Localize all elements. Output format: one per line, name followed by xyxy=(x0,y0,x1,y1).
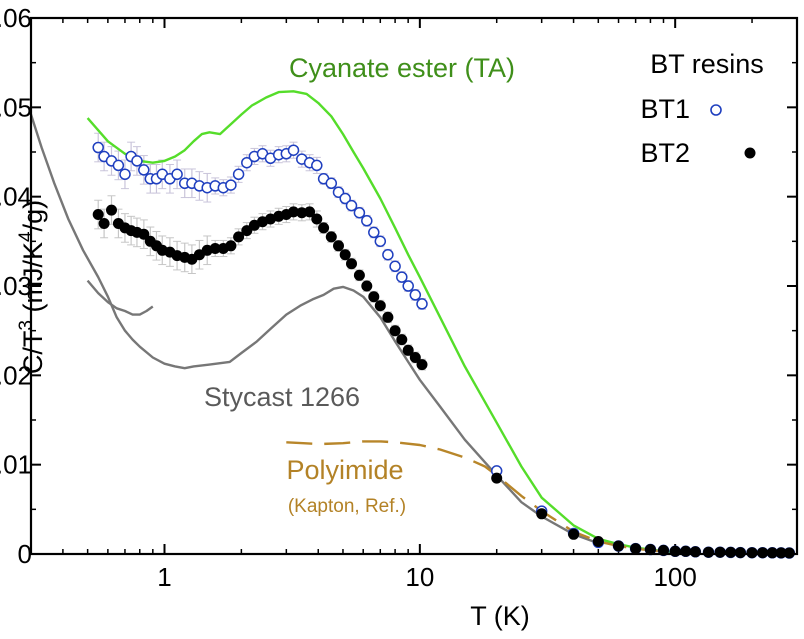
point-bt2 xyxy=(209,243,221,254)
legend-marker-bt2 xyxy=(744,147,756,159)
point-bt2 xyxy=(339,249,351,261)
point-bt2 xyxy=(304,206,316,218)
point-bt2 xyxy=(592,536,604,547)
point-bt2 xyxy=(714,546,726,558)
point-bt2 xyxy=(680,545,692,557)
point-bt1 xyxy=(92,141,104,154)
point-bt1 xyxy=(368,226,380,239)
polyimide-label: Polyimide xyxy=(286,455,403,485)
series-layer xyxy=(29,90,796,559)
point-bt2 xyxy=(644,544,656,555)
point-bt1 xyxy=(325,177,338,190)
point-bt2 xyxy=(225,240,237,252)
point-bt2 xyxy=(368,291,380,303)
legend-label-bt2: BT2 xyxy=(640,138,690,168)
point-bt2 xyxy=(374,300,386,312)
point-bt1 xyxy=(225,179,237,191)
point-bt1 xyxy=(416,298,428,310)
plot-frame xyxy=(29,16,799,556)
tick-labels: 0 0.01 0.02 0.03 0.04 0.05 0.06 1 10 100 xyxy=(0,3,697,592)
point-bt1 xyxy=(345,199,358,212)
series-line-cyanate-ester-ta- xyxy=(86,90,676,554)
legend: BT resins BT1 BT2 xyxy=(640,49,763,168)
point-bt2 xyxy=(288,206,299,218)
y-tick-label: 0.05 xyxy=(0,92,32,122)
point-bt2 xyxy=(402,344,414,356)
point-bt2 xyxy=(318,222,330,234)
point-bt1 xyxy=(232,168,245,181)
y-axis-label: C/T3 (mJ/K4/g) xyxy=(16,200,48,374)
x-axis-label: T (K) xyxy=(470,601,530,631)
point-bt1 xyxy=(287,144,300,156)
point-bt2 xyxy=(416,359,428,371)
x-tick-label: 10 xyxy=(405,562,434,592)
point-bt2 xyxy=(689,546,701,558)
point-bt2 xyxy=(138,228,150,240)
point-bt1 xyxy=(389,260,401,273)
point-bt2 xyxy=(757,547,769,559)
point-bt2 xyxy=(333,240,344,252)
point-bt2 xyxy=(311,213,323,225)
point-bt2 xyxy=(613,540,624,552)
series-line-stycast-1266-low-t-branch- xyxy=(86,279,154,316)
point-bt2 xyxy=(325,231,337,243)
y-tick-label: 0.01 xyxy=(0,450,32,480)
point-bt2 xyxy=(703,546,714,558)
point-bt2 xyxy=(746,547,758,559)
point-bt2 xyxy=(382,311,394,323)
point-bt2 xyxy=(98,218,110,229)
point-bt1 xyxy=(119,168,131,181)
point-bt1 xyxy=(374,235,387,248)
point-bt1 xyxy=(112,159,125,172)
point-bt2 xyxy=(353,269,365,281)
point-bt2 xyxy=(92,209,104,220)
point-bt2 xyxy=(233,231,245,243)
y-tick-label: 0.06 xyxy=(0,3,32,33)
y-tick-label: 0 xyxy=(18,539,32,569)
legend-label-bt1: BT1 xyxy=(640,94,690,124)
point-bt1 xyxy=(138,164,150,176)
point-bt2 xyxy=(409,352,421,363)
point-bt1 xyxy=(171,168,183,181)
point-bt2 xyxy=(536,508,548,520)
point-bt1 xyxy=(382,248,394,261)
point-bt1 xyxy=(409,289,422,301)
point-bt2 xyxy=(361,280,373,292)
y-tick-label: 0.02 xyxy=(0,360,32,390)
y-tick-label: 0.04 xyxy=(0,182,32,212)
stycast-label: Stycast 1266 xyxy=(204,382,360,412)
point-bt2 xyxy=(346,258,357,270)
point-bt2 xyxy=(568,528,580,540)
cyanate-ester-label: Cyanate ester (TA) xyxy=(289,53,515,83)
point-bt1 xyxy=(311,159,323,172)
point-bt1 xyxy=(396,271,408,283)
x-tick-label: 1 xyxy=(157,562,171,592)
point-bt2 xyxy=(389,325,401,337)
point-bt2 xyxy=(766,547,778,559)
point-bt2 xyxy=(734,547,746,559)
x-tick-label: 100 xyxy=(653,562,696,592)
point-bt1 xyxy=(241,156,253,169)
series-line-stycast-1266 xyxy=(29,114,599,545)
point-bt2 xyxy=(669,545,681,557)
point-bt2 xyxy=(106,204,117,216)
point-bt1 xyxy=(402,280,414,292)
y-tick-label: 0.03 xyxy=(0,271,32,301)
point-bt2 xyxy=(491,472,503,484)
point-bt1 xyxy=(131,155,143,167)
point-bt2 xyxy=(630,543,642,555)
polyimide-sub-label: (Kapton, Ref.) xyxy=(288,496,406,517)
point-bt1 xyxy=(361,215,373,227)
point-bt1 xyxy=(339,192,351,205)
legend-marker-bt1 xyxy=(710,104,722,116)
point-bt1 xyxy=(353,206,366,219)
point-bt2 xyxy=(396,334,408,346)
legend-title: BT resins xyxy=(650,49,764,79)
point-bt2 xyxy=(725,546,737,558)
